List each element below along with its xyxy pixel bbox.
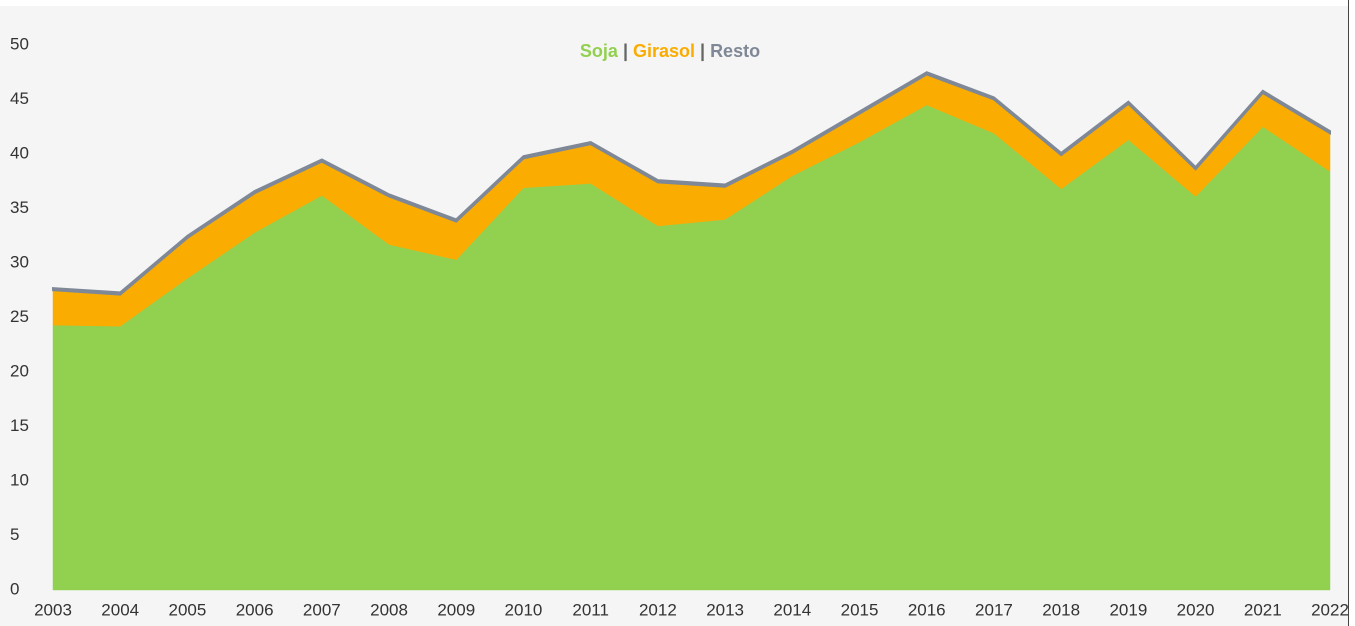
separator: | [623, 41, 628, 61]
x-tick-label: 2009 [437, 600, 475, 619]
y-tick-label: 20 [10, 361, 29, 380]
x-tick-label: 2008 [370, 600, 408, 619]
x-tick-label: 2006 [236, 600, 274, 619]
y-tick-label: 45 [10, 89, 29, 108]
x-tick-label: 2010 [505, 600, 543, 619]
legend-entry: Soja [580, 41, 619, 61]
y-tick-label: 25 [10, 307, 29, 326]
legend-title: Soja | Girasol | Resto [580, 41, 760, 61]
separator: | [700, 41, 705, 61]
x-tick-label: 2018 [1042, 600, 1080, 619]
x-tick-label: 2015 [841, 600, 879, 619]
y-tick-label: 5 [10, 525, 19, 544]
x-tick-label: 2003 [34, 600, 72, 619]
y-tick-label: 15 [10, 416, 29, 435]
y-tick-label: 0 [10, 579, 19, 598]
legend-entry: Girasol [633, 41, 695, 61]
x-tick-label: 2012 [639, 600, 677, 619]
x-tick-label: 2007 [303, 600, 341, 619]
x-tick-label: 2021 [1244, 600, 1282, 619]
x-tick-label: 2014 [773, 600, 811, 619]
x-tick-label: 2005 [169, 600, 207, 619]
x-tick-label: 2013 [706, 600, 744, 619]
legend-entry: Resto [710, 41, 760, 61]
y-tick-label: 50 [10, 34, 29, 53]
y-tick-label: 10 [10, 470, 29, 489]
x-tick-label: 2004 [101, 600, 139, 619]
y-tick-label: 35 [10, 198, 29, 217]
y-tick-label: 40 [10, 143, 29, 162]
x-tick-label: 2016 [908, 600, 946, 619]
x-tick-label: 2020 [1177, 600, 1215, 619]
x-tick-label: 2011 [572, 600, 609, 619]
x-tick-label: 2022 [1311, 600, 1349, 619]
y-tick-label: 30 [10, 252, 29, 271]
x-tick-label: 2019 [1109, 600, 1147, 619]
x-tick-label: 2017 [975, 600, 1013, 619]
area [52, 71, 1331, 296]
